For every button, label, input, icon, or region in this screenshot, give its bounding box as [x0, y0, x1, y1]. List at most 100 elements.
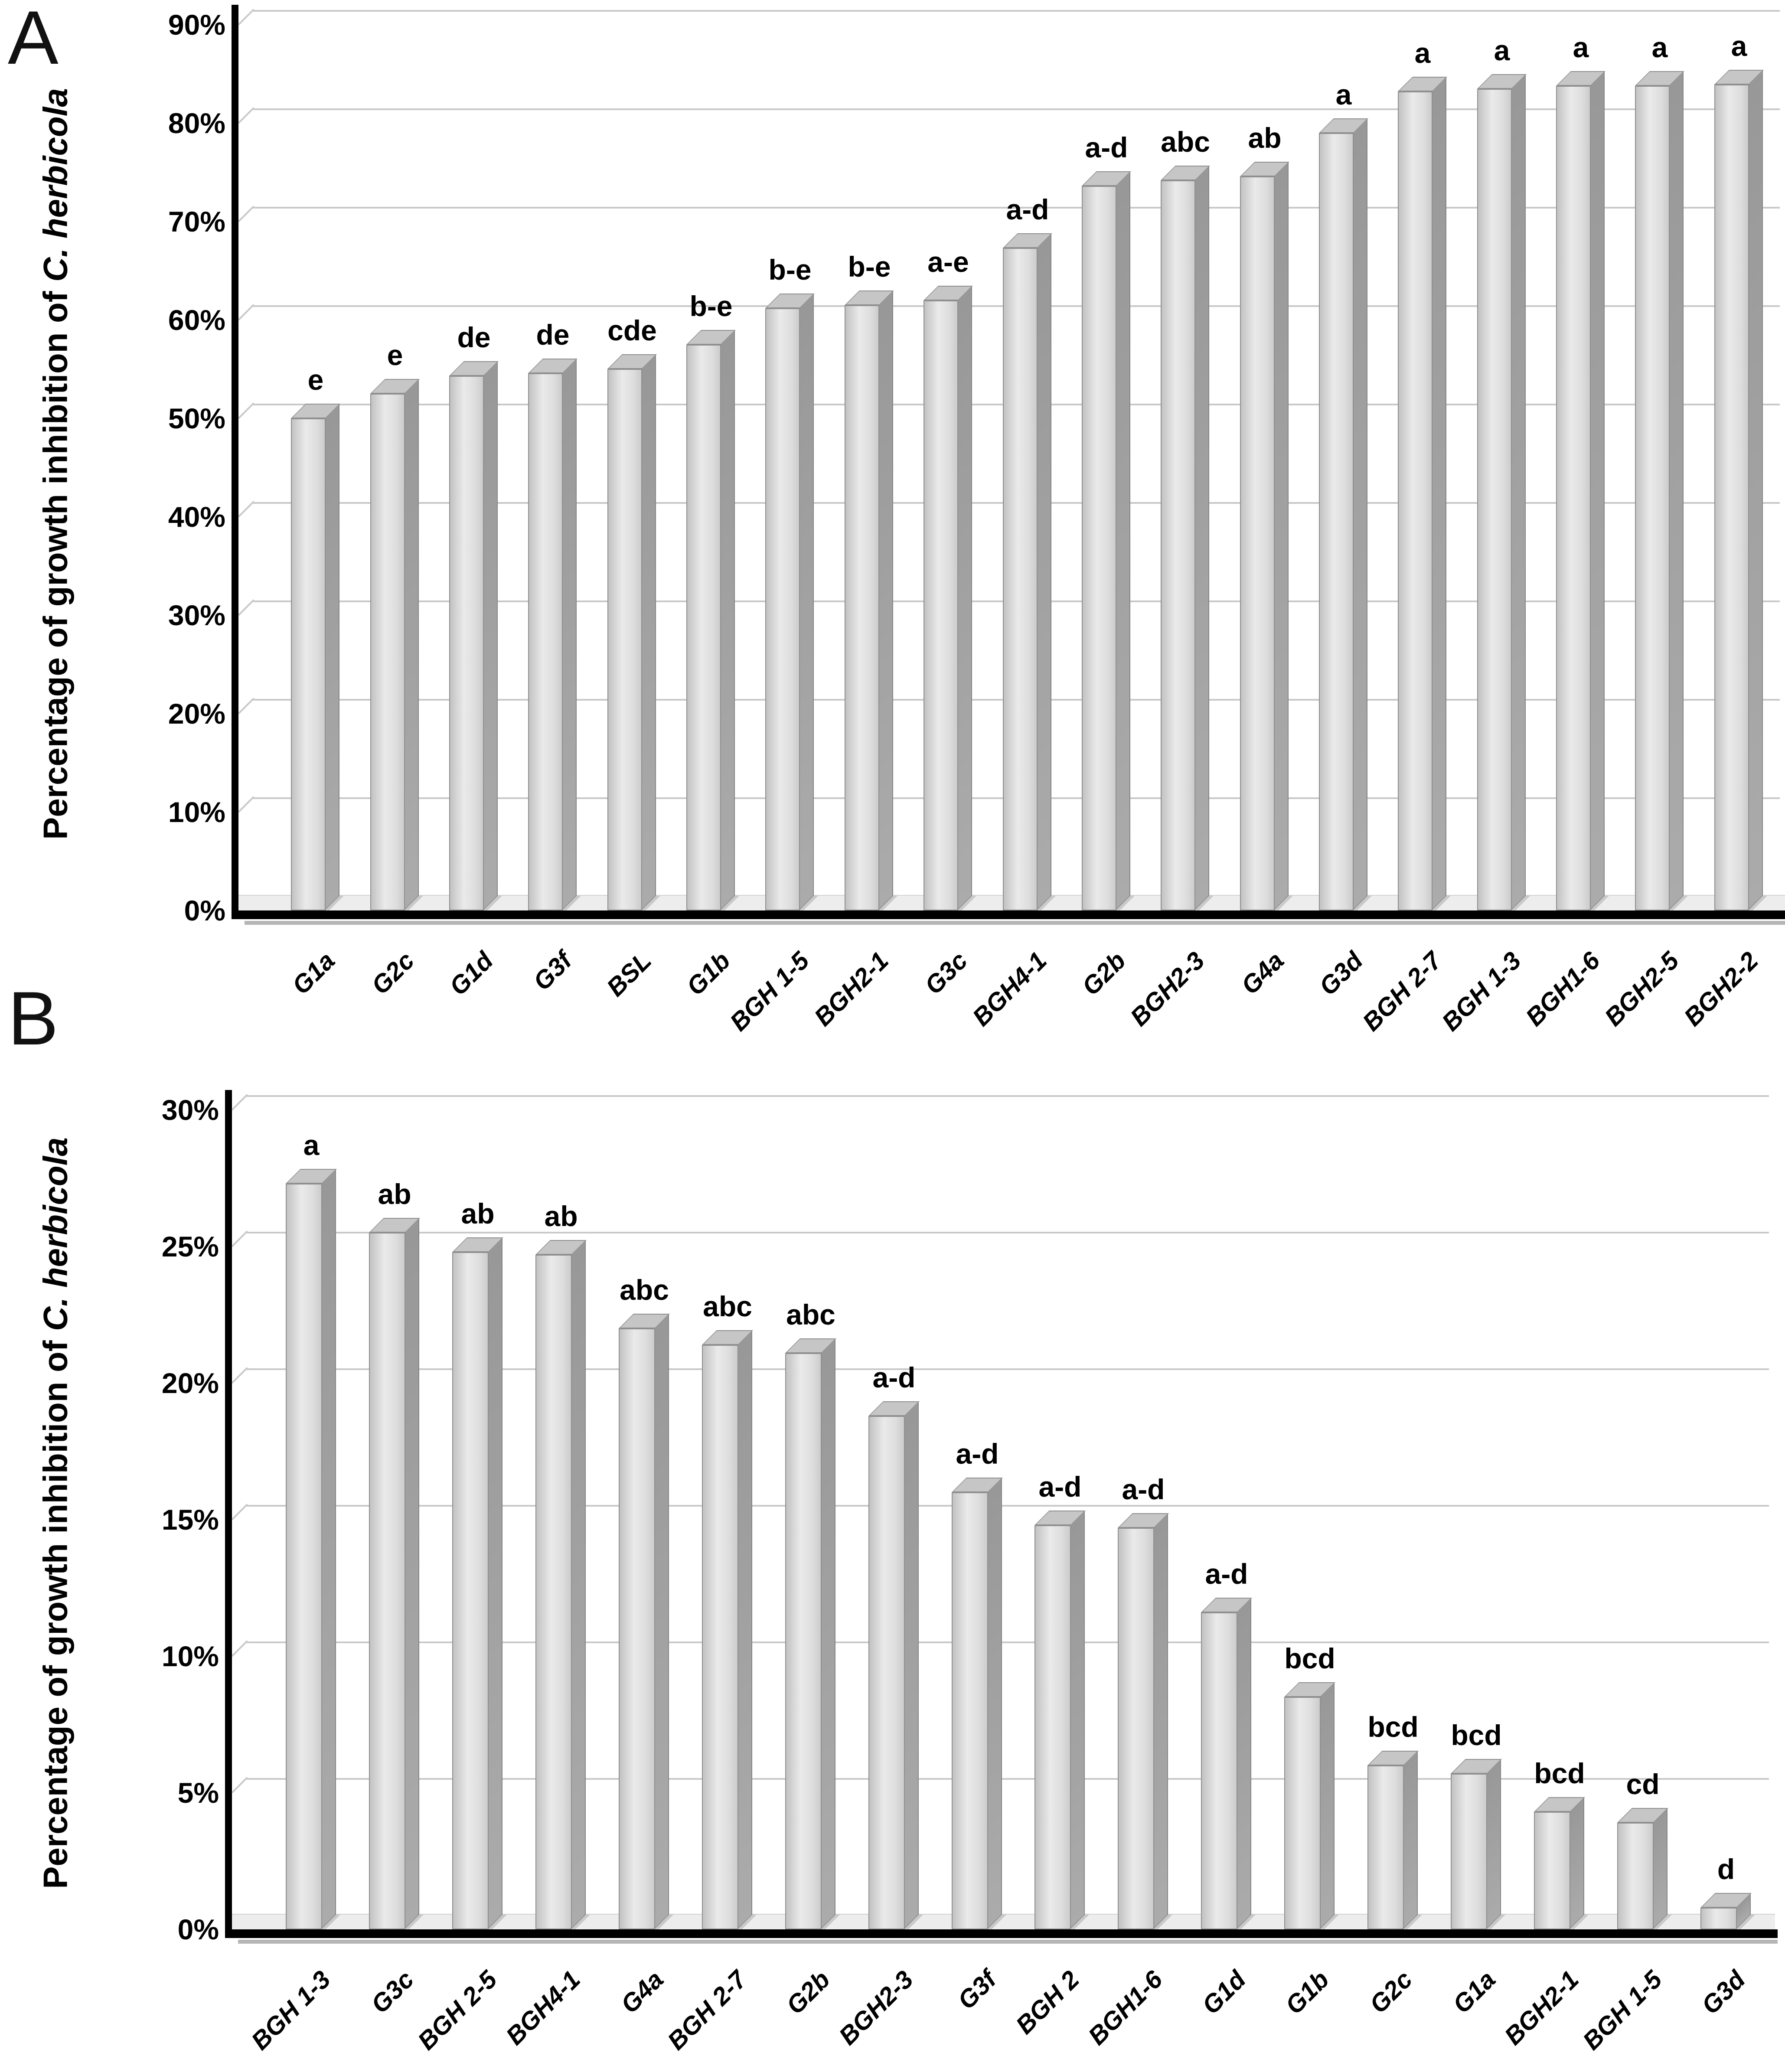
panel-b-y-axis-title: Percentage of growth inhibition of C. he…	[36, 1137, 75, 1889]
category-label: BGH 1-3	[246, 1965, 336, 2056]
significance-letter: bcd	[1534, 1757, 1585, 1789]
x-axis-base-shadow	[238, 1940, 1778, 1944]
bar-side-face	[641, 354, 656, 910]
bar-side-face	[821, 1338, 835, 1929]
panel-a-y-axis-title-text: Percentage of growth inhibition of	[36, 281, 75, 840]
gridline	[247, 1232, 1769, 1233]
bar	[1201, 1612, 1237, 1929]
panel-a-letter: A	[8, 0, 59, 80]
panel-a-y-axis-title-species: C. herbicola	[36, 88, 75, 282]
gridline-connector	[231, 1367, 248, 1384]
bar-side-face	[1570, 1797, 1584, 1929]
bar-side-face	[1486, 1759, 1501, 1929]
bar-side-face	[737, 1330, 752, 1929]
bar-side-face	[1274, 162, 1289, 910]
y-axis-tick-label: 30%	[168, 599, 225, 631]
significance-letter: e	[387, 339, 403, 371]
gridline-connector	[238, 796, 255, 813]
y-axis-tick-label: 50%	[168, 402, 225, 434]
bar	[1003, 248, 1038, 910]
significance-letter: abc	[703, 1290, 752, 1322]
bar-side-face	[405, 1218, 419, 1929]
significance-letter: a-d	[1205, 1558, 1248, 1590]
significance-letter: bcd	[1367, 1711, 1419, 1743]
bar	[370, 394, 405, 910]
gridline-connector	[238, 501, 255, 518]
bar	[286, 1184, 322, 1929]
bar-side-face	[904, 1401, 919, 1929]
bar-side-face	[321, 1169, 336, 1929]
significance-letter: bcd	[1284, 1642, 1335, 1674]
bar	[1367, 1765, 1404, 1929]
x-axis-base-line	[232, 910, 1785, 919]
bar-side-face	[483, 361, 498, 910]
panel-a-y-axis-title: Percentage of growth inhibition of C. he…	[36, 88, 75, 839]
bar-side-face	[987, 1478, 1002, 1929]
bar	[528, 373, 563, 910]
bar-side-face	[1194, 166, 1209, 910]
y-axis-tick-label: 0%	[177, 1913, 219, 1945]
significance-letter: a-d	[872, 1361, 916, 1393]
bar	[1635, 86, 1670, 910]
bar	[702, 1345, 738, 1929]
bar-side-face	[1653, 1808, 1668, 1929]
bar	[952, 1492, 988, 1929]
bar	[1700, 1908, 1737, 1929]
y-axis-tick-label: 10%	[161, 1640, 219, 1672]
bar	[1118, 1528, 1154, 1929]
gridline-connector	[238, 698, 255, 715]
significance-letter: a	[1494, 34, 1510, 66]
significance-letter: a-d	[1085, 131, 1128, 163]
significance-letter: d	[1717, 1853, 1735, 1885]
gridline-connector	[231, 1230, 248, 1247]
significance-letter: a	[1573, 31, 1589, 63]
bar	[785, 1353, 822, 1929]
bar-side-face	[404, 379, 419, 910]
panel-b-y-axis-title-species: C. herbicola	[36, 1137, 75, 1331]
bar	[924, 300, 958, 910]
significance-letter: b-e	[689, 290, 733, 322]
significance-letter: bcd	[1451, 1719, 1502, 1751]
gridline-connector	[238, 599, 255, 616]
significance-letter: e	[307, 364, 324, 396]
x-axis-base-line	[225, 1929, 1778, 1938]
y-axis-tick-label: 10%	[168, 796, 225, 828]
bar	[369, 1233, 405, 1929]
bar-side-face	[1748, 70, 1763, 910]
bar-side-face	[1153, 1513, 1168, 1929]
gridline	[253, 108, 1780, 110]
bar	[1714, 85, 1749, 910]
y-axis-line	[232, 5, 238, 919]
significance-letter: ab	[461, 1198, 495, 1230]
y-axis-tick-label: 80%	[168, 107, 225, 139]
gridline-connector	[231, 1640, 248, 1657]
significance-letter: ab	[1248, 122, 1282, 154]
significance-letter: a	[1335, 78, 1352, 111]
bar-side-face	[1320, 1682, 1335, 1929]
panel-b-letter: B	[8, 976, 59, 1061]
bar	[449, 376, 484, 910]
significance-letter: a-d	[1038, 1471, 1082, 1503]
bar	[1556, 86, 1591, 910]
bar	[619, 1328, 655, 1929]
significance-letter: a-d	[1122, 1473, 1165, 1505]
bar	[291, 418, 326, 910]
significance-letter: ab	[378, 1178, 411, 1210]
bar-side-face	[1116, 171, 1130, 910]
y-axis-tick-label: 40%	[168, 501, 225, 533]
bar	[607, 369, 642, 910]
significance-letter: b-e	[768, 254, 812, 286]
gridline	[247, 1095, 1769, 1097]
significance-letter: a-d	[1006, 193, 1049, 225]
y-axis-line	[225, 1090, 232, 1938]
x-axis-base-shadow	[245, 921, 1785, 925]
gridline-connector	[238, 304, 255, 321]
bar	[1398, 91, 1433, 910]
bar	[1161, 180, 1195, 910]
gridline-connector	[238, 107, 255, 124]
bar-side-face	[571, 1240, 586, 1929]
significance-letter: a-d	[956, 1438, 999, 1470]
y-axis-tick-label: 30%	[161, 1094, 219, 1126]
bar-side-face	[1237, 1598, 1251, 1929]
